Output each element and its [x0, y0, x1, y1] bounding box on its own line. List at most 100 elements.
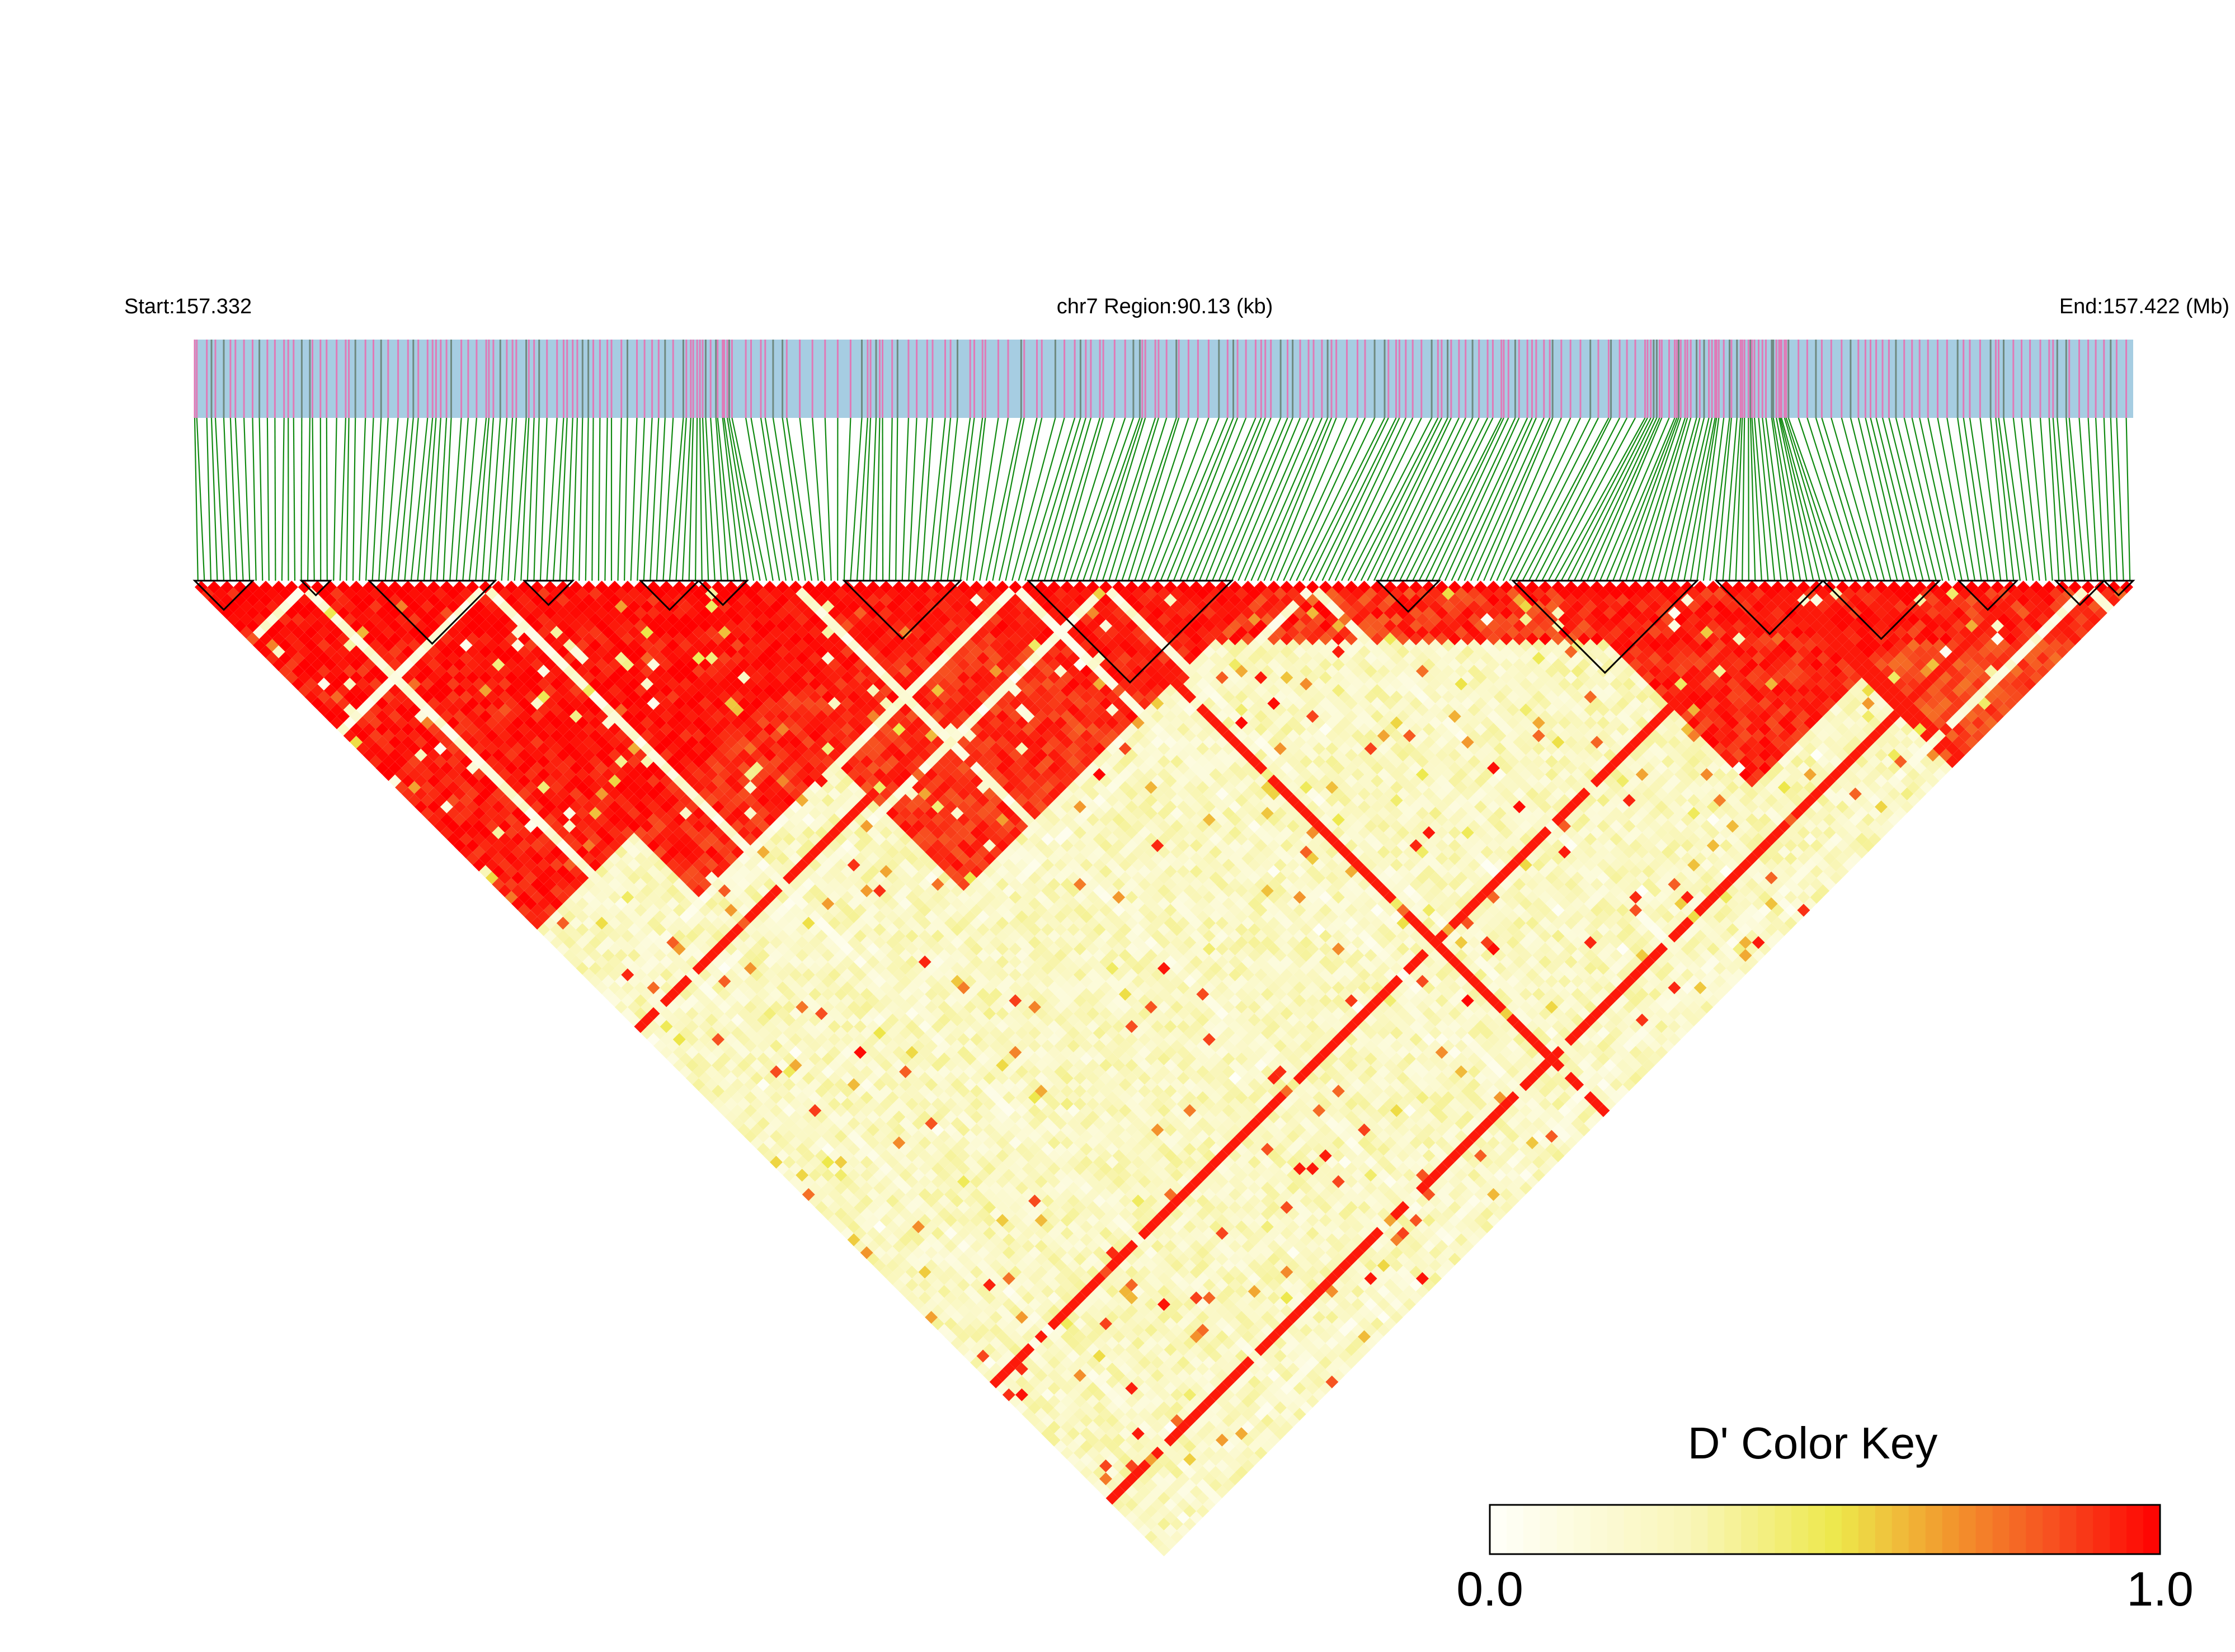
ld-cell	[1164, 1511, 1177, 1524]
ld-cell	[1022, 1369, 1035, 1382]
snp-connector	[1412, 417, 1494, 581]
ld-cell	[1060, 1446, 1074, 1460]
ld-cell	[537, 871, 550, 884]
snp-connector	[643, 417, 653, 581]
ld-cell	[466, 839, 479, 853]
ld-cell	[918, 1253, 931, 1266]
ld-cell	[641, 1013, 653, 1027]
ld-cell	[1002, 1388, 1015, 1401]
snp-connector	[617, 417, 622, 581]
ld-cell	[847, 1194, 860, 1208]
snp-connector	[1296, 417, 1376, 581]
ld-cell	[421, 755, 434, 768]
ld-cell	[718, 1052, 731, 1066]
snp-connector	[1567, 417, 1651, 581]
snp-connector	[552, 417, 564, 581]
ld-cell	[505, 865, 518, 878]
snp-connector	[1554, 417, 1646, 581]
snp-connector	[782, 417, 806, 581]
ld-cell	[1144, 1517, 1158, 1531]
ld-cell	[892, 1265, 906, 1279]
snp-connector	[597, 417, 601, 581]
ld-cell	[660, 1046, 673, 1059]
snp-connector	[1758, 417, 1776, 581]
snp-connector	[843, 417, 851, 581]
snp-connector	[1328, 417, 1406, 581]
ld-cell	[266, 613, 279, 626]
ld-cell	[641, 975, 653, 988]
snp-connector	[378, 417, 389, 581]
snp-connector	[1263, 417, 1333, 581]
ld-cell	[414, 736, 427, 749]
ld-cell	[905, 1227, 919, 1240]
ld-cell	[912, 1259, 925, 1272]
snp-connector	[863, 417, 872, 581]
ld-cell	[330, 690, 344, 704]
snp-connector	[723, 417, 748, 581]
ld-cell	[957, 1330, 970, 1343]
ld-cell	[1164, 1485, 1177, 1499]
ld-cell	[259, 645, 272, 658]
snp-connector	[1192, 417, 1262, 581]
snp-connector	[1735, 417, 1743, 581]
snp-connector	[2116, 417, 2124, 581]
ld-cell	[957, 1291, 970, 1305]
ld-cell	[925, 1272, 938, 1285]
snp-connector	[1881, 417, 1924, 581]
snp-connector	[339, 417, 346, 581]
ld-cell	[350, 696, 363, 710]
ld-cell	[854, 1213, 867, 1227]
ld-cell	[944, 1265, 957, 1279]
ld-cell	[1138, 1485, 1151, 1499]
ld-cell	[414, 761, 427, 775]
snp-connector	[1056, 417, 1104, 581]
snp-connector	[1631, 417, 1686, 581]
ld-cell	[291, 652, 305, 665]
ld-cell	[976, 1324, 990, 1337]
ld-cell	[485, 807, 498, 820]
snp-connector	[1888, 417, 1931, 581]
snp-connector	[2048, 417, 2060, 581]
ld-cell	[511, 884, 524, 897]
ld-cell	[239, 625, 253, 639]
snp-connector	[669, 417, 684, 581]
ld-cell	[595, 955, 609, 968]
ld-cell	[1067, 1388, 1080, 1401]
snp-connector	[591, 417, 594, 581]
snp-connector	[391, 417, 409, 581]
ld-cell	[434, 794, 447, 807]
snp-connector	[1457, 417, 1533, 581]
snp-connector	[895, 417, 898, 581]
ld-cell	[925, 1284, 938, 1298]
ld-cell	[860, 1246, 873, 1259]
snp-connector	[637, 417, 646, 581]
ld-cell	[905, 1265, 919, 1279]
ld-cell	[847, 1233, 860, 1246]
ld-cell	[860, 1220, 873, 1234]
snp-connector	[695, 417, 698, 581]
snp-connector	[2087, 417, 2098, 581]
snp-connector	[772, 417, 799, 581]
ld-cell	[776, 1110, 789, 1124]
ld-cell	[330, 652, 344, 665]
ld-cell	[666, 1039, 680, 1053]
ld-cell	[479, 839, 492, 853]
snp-connector	[1911, 417, 1950, 581]
ld-cell	[614, 1000, 628, 1014]
ld-cell	[1054, 1427, 1067, 1441]
ld-cell	[530, 878, 544, 891]
ld-cell	[589, 923, 602, 936]
ld-cell	[957, 1343, 970, 1356]
snp-connector	[410, 417, 429, 581]
ld-cell	[330, 639, 344, 652]
ld-cell	[731, 1091, 744, 1104]
end-label: End:157.422 (Mb)	[2059, 295, 2229, 318]
ld-cell	[356, 665, 369, 678]
snp-connector	[1857, 417, 1898, 581]
snp-connector	[384, 417, 399, 581]
snp-connector	[468, 417, 487, 581]
ld-cell	[401, 761, 415, 775]
ld-cell	[647, 1020, 660, 1033]
ld-cell	[337, 723, 350, 736]
ld-cell	[285, 658, 298, 671]
